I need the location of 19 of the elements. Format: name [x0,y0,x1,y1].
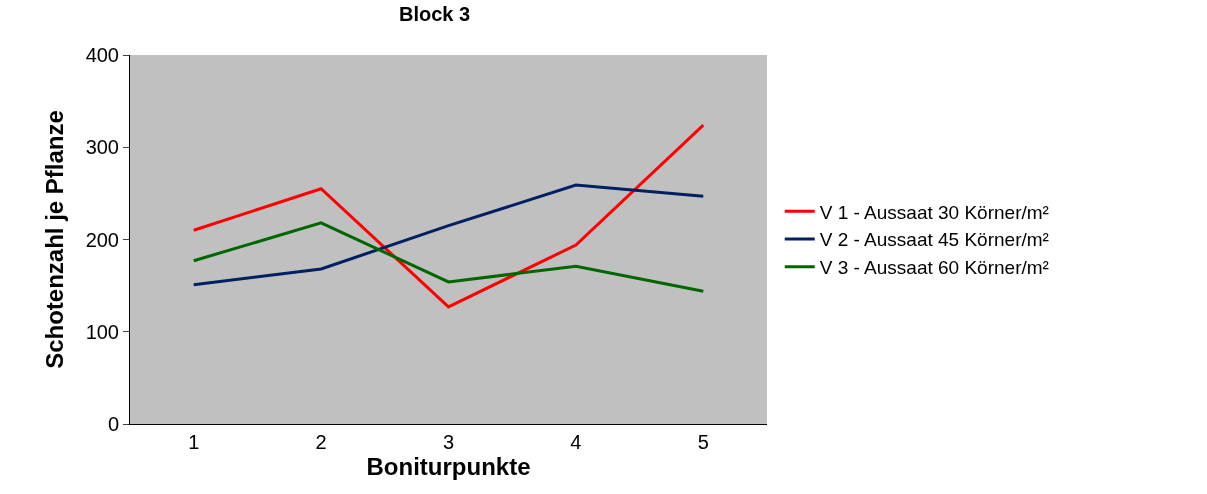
y-tick-label: 400 [85,44,119,66]
x-tick-label: 3 [442,431,455,453]
line-series [192,221,705,293]
legend-label: V 2 - Aussaat 45 Körner/m² [819,229,1049,251]
chart-title: Block 3 [398,3,471,26]
x-axis-title: Boniturpunkte [366,453,531,480]
y-tick-label: 300 [85,136,119,159]
y-tick-label: 0 [107,413,119,435]
legend-label: V 1 - Aussaat 30 Körner/m² [819,201,1049,223]
x-tick-label: 1 [188,431,200,453]
line-series [192,183,705,287]
y-tick-label: 200 [85,228,119,251]
y-tick-label: 100 [85,320,119,343]
x-tick-label: 2 [315,431,327,453]
x-tick-label: 4 [570,431,582,453]
x-tick-label: 5 [697,431,709,453]
legend-label: V 3 - Aussaat 60 Körner/m² [819,257,1049,279]
line-series [192,123,705,309]
y-axis-title: Schotenzahl je Pflanze [40,110,68,369]
